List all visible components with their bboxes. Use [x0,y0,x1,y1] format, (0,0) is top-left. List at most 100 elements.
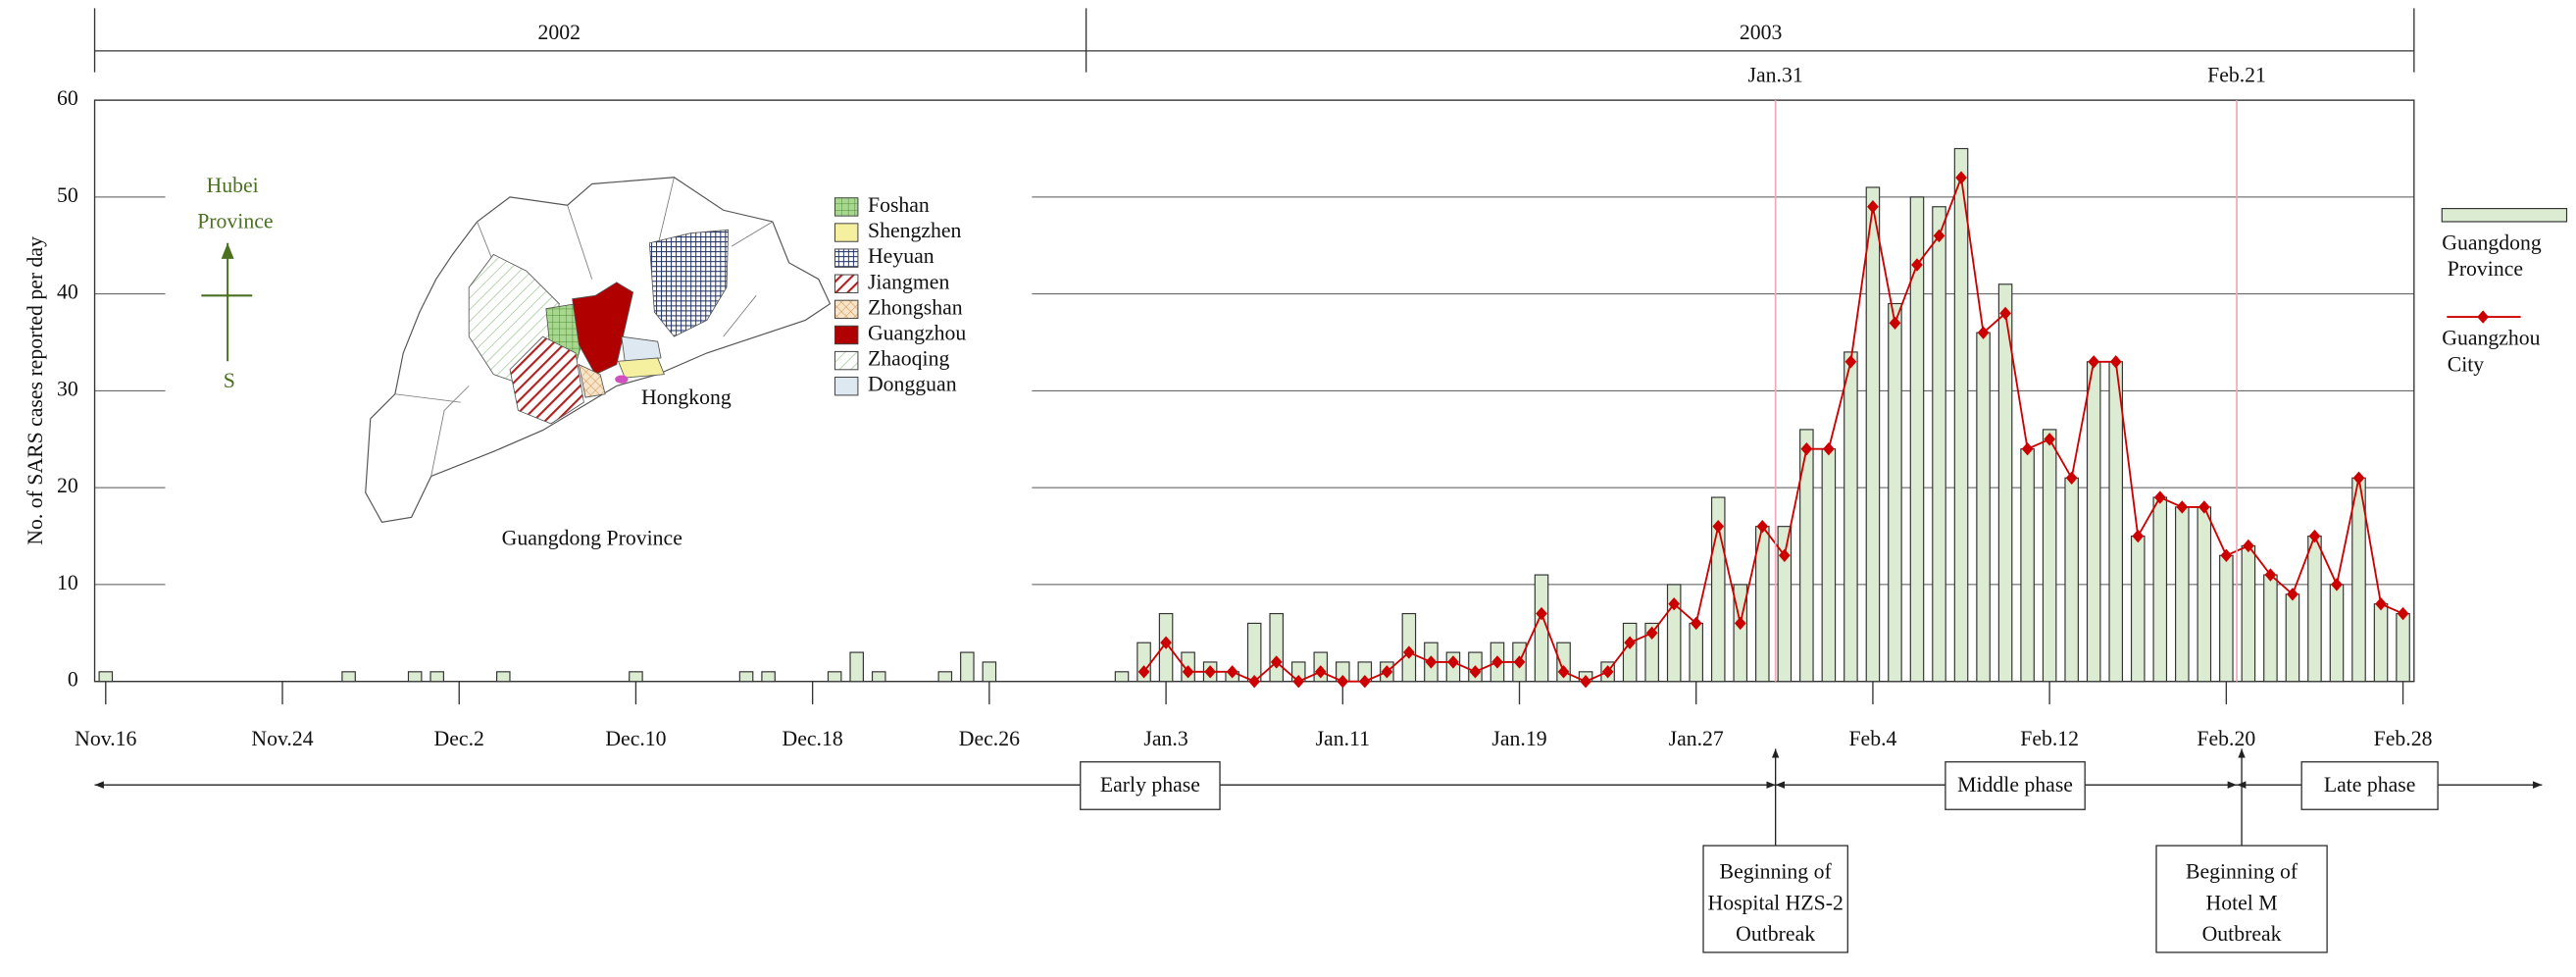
bar [2197,506,2212,683]
bar [1644,622,1659,683]
bar [1777,526,1793,683]
bar [2263,574,2278,683]
compass-direction: S [224,369,235,392]
line-marker [2176,500,2189,514]
bar [1689,622,1703,683]
bar [1932,206,1946,683]
bar [1114,671,1130,683]
line-marker [1955,171,1967,184]
x-tick-label: Feb.28 [2374,727,2433,750]
x-tick-label: Feb.20 [2197,727,2255,750]
y-tick-label: 10 [57,571,78,594]
phase-label: Middle phase [1957,773,2073,797]
phase-box [1945,761,2086,810]
line-marker [2065,471,2078,485]
line-marker [1800,441,1813,456]
line-marker [2352,471,2365,485]
line-marker [1226,665,1238,679]
map-legend-label: Jiangmen [868,270,949,293]
phase-label: Early phase [1100,773,1200,797]
line-marker [2397,606,2409,621]
line-marker [1204,665,1216,679]
line-marker [1160,636,1172,649]
line-marker [1381,665,1393,679]
x-tick-label: Nov.16 [75,727,136,750]
bar [2130,535,2146,683]
phase-label: Late phase [2324,773,2416,797]
y-tick-label: 60 [57,86,78,110]
line [1142,177,2403,683]
line-marker [1668,596,1681,611]
map-legend-swatch [833,299,859,320]
line-marker [1867,200,1879,214]
y-tick-label: 40 [57,281,78,304]
event-label: Outbreak [2202,922,2282,946]
x-tick-label: Jan.3 [1143,727,1187,750]
bar [960,651,975,683]
map-legend-swatch [833,248,859,268]
map-legend-swatch [833,223,859,242]
line-marker [1999,306,2011,321]
legend-label: Guangzhou City [2442,327,2540,377]
map-legend-label: Heyuan [868,244,934,268]
line-marker [1823,441,1835,456]
bar [2285,593,2300,683]
bar [1997,283,2013,683]
line-marker [2220,548,2233,562]
line-marker [1137,665,1150,679]
line-marker [1425,655,1438,669]
map-legend-label: Zhaoqing [868,347,949,371]
bar [2108,361,2124,683]
line-marker [2243,539,2254,553]
y-tick-label: 50 [57,183,78,207]
map-legend-label: Shengzhen [868,219,962,242]
map-legend-swatch [833,350,859,371]
line-marker [1314,665,1327,679]
bar [2042,429,2057,683]
line-marker [1248,674,1261,689]
reference-label: Jan.31 [1748,64,1803,87]
bar [761,671,776,683]
phase-box [2300,761,2439,810]
line-marker [2287,588,2298,601]
bar [871,671,886,683]
line-marker [1734,616,1746,631]
map-legend-label: Zhongshan [868,295,963,319]
line-marker [1469,665,1482,679]
bar [1844,351,1858,683]
bar [738,671,754,683]
bar [1799,429,1814,683]
bar [2307,535,2322,683]
bar [827,671,842,683]
bar [341,671,356,683]
line-marker [1557,665,1570,679]
line-marker [1580,674,1591,689]
phase-arrows [94,748,2543,847]
x-tick-label: Dec.26 [959,727,1020,750]
line-marker [1889,316,1901,330]
inset-title: Guangdong Province [502,527,682,550]
x-tick-label: Jan.27 [1669,727,1724,750]
legend-label: Guangdong Province [2442,231,2542,281]
line-marker [2088,355,2100,369]
bar [1246,622,1262,683]
x-tick-label: Dec.10 [605,727,666,750]
bar [1888,302,1902,683]
bar [2175,506,2190,683]
bar [1269,612,1284,683]
y-tick-label: 30 [57,377,78,400]
marks: Nov.16 Nov.24 Dec.2 Dec.10 Dec.18 Dec.26 Jan.3… [75,147,2568,750]
event-label: Hotel M [2206,891,2278,914]
x-tick-label: Jan.11 [1316,727,1370,750]
line-marker [1182,665,1194,679]
bar [2373,603,2389,683]
line-marker [1447,655,1459,669]
map-legend-label: Guangzhou [868,321,966,344]
bar [2396,612,2410,683]
x-tick-label: Dec.18 [783,727,843,750]
y-tick-label: 20 [57,474,78,497]
line-marker [1270,655,1283,669]
line-marker [1624,636,1636,649]
x-tick-label: Feb.12 [2020,727,2079,750]
